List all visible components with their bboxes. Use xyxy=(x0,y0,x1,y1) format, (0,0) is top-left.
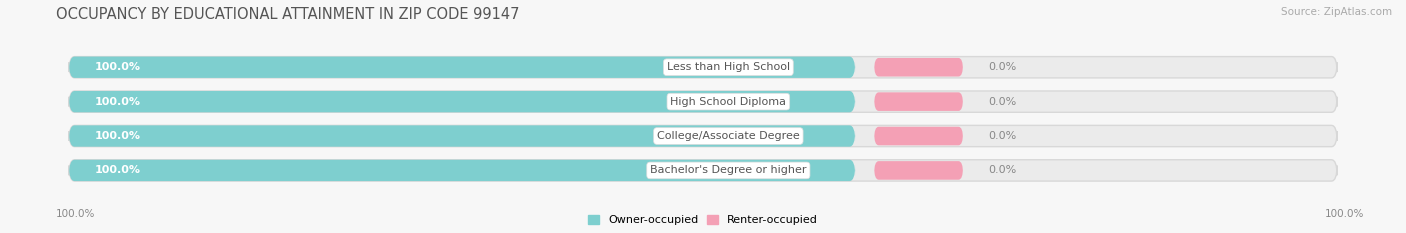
Text: OCCUPANCY BY EDUCATIONAL ATTAINMENT IN ZIP CODE 99147: OCCUPANCY BY EDUCATIONAL ATTAINMENT IN Z… xyxy=(56,7,520,22)
Text: 100.0%: 100.0% xyxy=(94,97,141,107)
Text: 0.0%: 0.0% xyxy=(988,62,1017,72)
Text: 100.0%: 100.0% xyxy=(94,165,141,175)
FancyBboxPatch shape xyxy=(875,92,963,111)
FancyBboxPatch shape xyxy=(875,58,963,76)
FancyBboxPatch shape xyxy=(875,161,963,180)
FancyBboxPatch shape xyxy=(69,91,1337,112)
FancyBboxPatch shape xyxy=(69,91,855,112)
FancyBboxPatch shape xyxy=(69,57,1337,78)
FancyBboxPatch shape xyxy=(69,125,855,147)
Text: High School Diploma: High School Diploma xyxy=(671,97,786,107)
FancyBboxPatch shape xyxy=(875,127,963,145)
Text: 100.0%: 100.0% xyxy=(1324,209,1364,219)
Text: 100.0%: 100.0% xyxy=(94,131,141,141)
Text: College/Associate Degree: College/Associate Degree xyxy=(657,131,800,141)
Text: 0.0%: 0.0% xyxy=(988,131,1017,141)
Text: 0.0%: 0.0% xyxy=(988,97,1017,107)
Text: Less than High School: Less than High School xyxy=(666,62,790,72)
Text: Bachelor's Degree or higher: Bachelor's Degree or higher xyxy=(650,165,807,175)
Legend: Owner-occupied, Renter-occupied: Owner-occupied, Renter-occupied xyxy=(588,215,818,225)
Text: 100.0%: 100.0% xyxy=(94,62,141,72)
Text: 100.0%: 100.0% xyxy=(56,209,96,219)
FancyBboxPatch shape xyxy=(69,57,855,78)
FancyBboxPatch shape xyxy=(69,160,1337,181)
Text: 0.0%: 0.0% xyxy=(988,165,1017,175)
FancyBboxPatch shape xyxy=(69,125,1337,147)
Text: Source: ZipAtlas.com: Source: ZipAtlas.com xyxy=(1281,7,1392,17)
FancyBboxPatch shape xyxy=(69,160,855,181)
